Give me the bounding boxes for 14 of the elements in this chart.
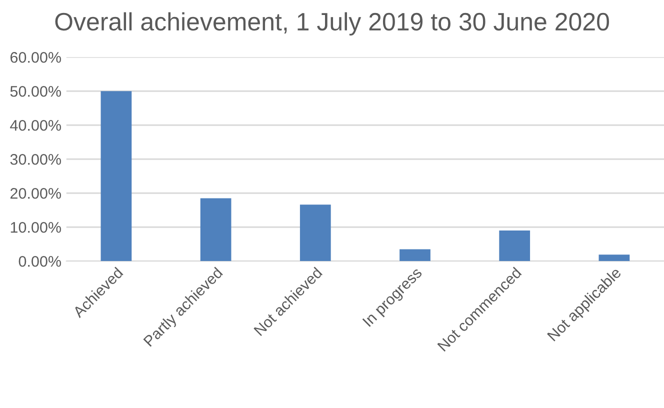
y-tick-label: 20.00% — [10, 188, 61, 199]
bar — [300, 204, 331, 262]
y-tick-label: 60.00% — [10, 52, 61, 63]
y-tick-label: 0.00% — [18, 256, 61, 267]
bar — [200, 198, 232, 262]
y-tick-label: 30.00% — [10, 154, 61, 165]
y-tick-label: 10.00% — [10, 222, 61, 233]
chart-title: Overall achievement, 1 July 2019 to 30 June 2020 — [55, 12, 609, 36]
y-tick-label: 40.00% — [10, 120, 61, 131]
bar — [499, 230, 530, 262]
bar — [598, 254, 630, 262]
bar — [100, 91, 132, 262]
y-tick-label: 50.00% — [10, 86, 61, 97]
bar — [400, 249, 430, 262]
